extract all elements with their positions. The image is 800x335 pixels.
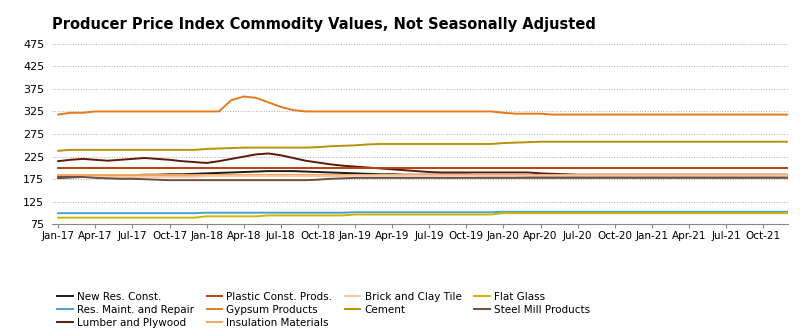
Legend: New Res. Const., Res. Maint. and Repair, Lumber and Plywood, Plastic Const. Prod: New Res. Const., Res. Maint. and Repair,… xyxy=(58,291,590,328)
Text: Producer Price Index Commodity Values, Not Seasonally Adjusted: Producer Price Index Commodity Values, N… xyxy=(52,16,596,31)
